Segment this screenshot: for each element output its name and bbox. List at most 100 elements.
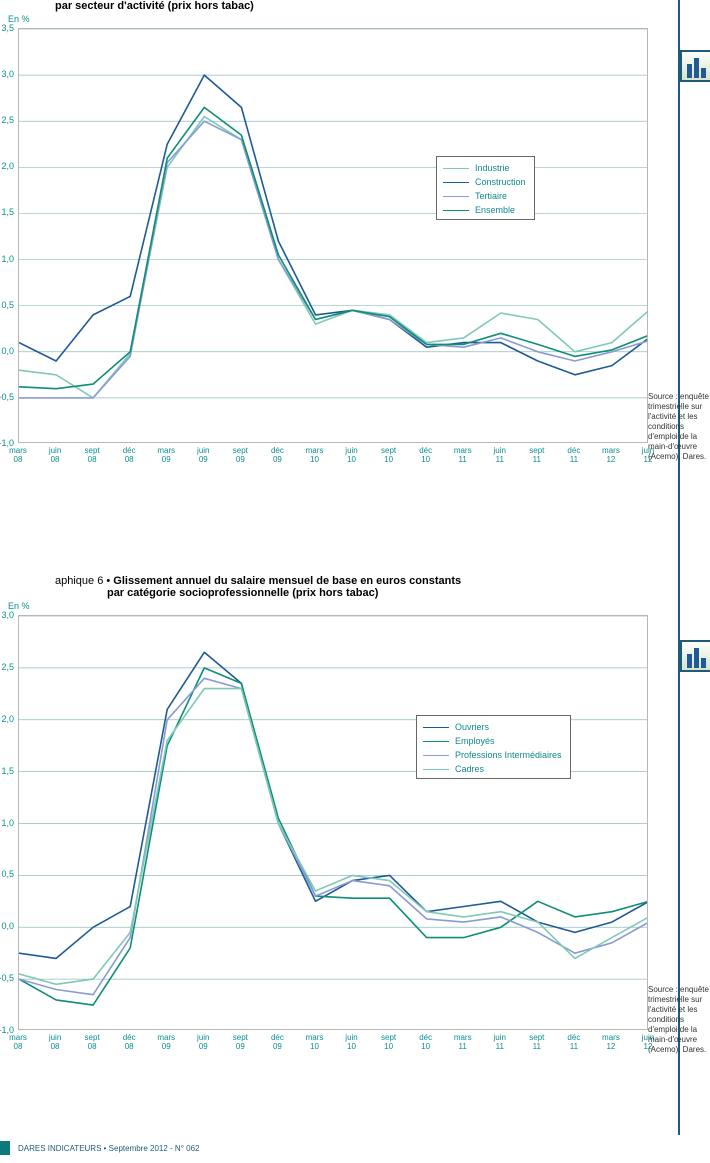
x-tick-label: juin09 [197, 447, 209, 465]
x-tick-label: déc09 [271, 447, 284, 465]
page: { "rule_color": "#1f5a7a", "chart5": { "… [0, 0, 710, 1163]
legend-label: Construction [475, 177, 526, 187]
x-tick-label: sept08 [85, 447, 100, 465]
legend-swatch [443, 196, 469, 197]
legend-swatch [423, 741, 449, 742]
chart5-source: Source : enquête trimestrielle sur l'act… [648, 392, 710, 462]
y-tick-label: 2,5 [1, 115, 14, 125]
y-tick-label: 3,0 [1, 69, 14, 79]
legend-item: Professions Intermédiaires [423, 748, 562, 762]
series-line [19, 107, 648, 388]
legend-item: Ensemble [443, 203, 526, 217]
y-tick-label: 1,0 [1, 818, 14, 828]
chart6-title: aphique 6 • Glissement annuel du salaire… [55, 575, 648, 599]
series-line [19, 652, 648, 958]
y-tick-label: 0,0 [1, 921, 14, 931]
y-tick-label: 0,5 [1, 300, 14, 310]
legend-label: Professions Intermédiaires [455, 750, 562, 760]
chart5-subtitle-text: par secteur d'activité (prix hors tabac) [55, 0, 254, 12]
x-tick-label: sept10 [381, 447, 396, 465]
legend-item: Tertiaire [443, 189, 526, 203]
chart-icon [680, 640, 710, 672]
x-tick-label: déc08 [123, 1034, 136, 1052]
chart5-title: par secteur d'activité (prix hors tabac) [55, 0, 648, 12]
x-tick-label: mars12 [602, 447, 620, 465]
x-tick-label: déc09 [271, 1034, 284, 1052]
x-tick-label: juin09 [197, 1034, 209, 1052]
x-tick-label: déc10 [419, 447, 432, 465]
legend-swatch [443, 182, 469, 183]
chart6-title-prefix: aphique 6 • [55, 575, 110, 587]
chart6-title-sub: par catégorie socioprofessionnelle (prix… [107, 587, 378, 599]
x-tick-label: déc11 [567, 447, 580, 465]
x-tick-label: mars09 [157, 1034, 175, 1052]
y-tick-label: 1,5 [1, 766, 14, 776]
legend: Ouvriers Employés Professions Intermédiair… [416, 715, 571, 779]
y-tick-label: 0,5 [1, 869, 14, 879]
x-tick-label: sept09 [233, 1034, 248, 1052]
legend-swatch [423, 769, 449, 770]
chart6-yunit: En % [8, 601, 648, 611]
page-footer: DARES INDICATEURS • Septembre 2012 - N° … [0, 1141, 710, 1155]
x-tick-label: sept10 [381, 1034, 396, 1052]
y-tick-label: -0,5 [0, 973, 14, 983]
legend-label: Tertiaire [475, 191, 507, 201]
legend-item: Employés [423, 734, 562, 748]
y-tick-label: 1,0 [1, 254, 14, 264]
legend-label: Ouvriers [455, 722, 489, 732]
footer-text: DARES INDICATEURS • Septembre 2012 - N° … [18, 1144, 199, 1153]
x-tick-label: mars10 [306, 1034, 324, 1052]
legend: Industrie Construction Tertiaire Ensemble [436, 156, 535, 220]
y-tick-label: 2,5 [1, 662, 14, 672]
x-tick-label: mars10 [306, 447, 324, 465]
x-tick-label: mars12 [602, 1034, 620, 1052]
x-tick-label: déc10 [419, 1034, 432, 1052]
legend-swatch [423, 755, 449, 756]
legend-item: Construction [443, 175, 526, 189]
y-tick-label: 3,0 [1, 610, 14, 620]
legend-label: Ensemble [475, 205, 515, 215]
y-tick-label: 1,5 [1, 207, 14, 217]
chart-icon [680, 50, 710, 82]
chart6-title-main: Glissement annuel du salaire mensuel de … [113, 575, 461, 587]
x-tick-label: juin11 [494, 447, 506, 465]
x-tick-label: sept11 [529, 1034, 544, 1052]
x-tick-label: juin11 [494, 1034, 506, 1052]
chart5-yunit: En % [8, 14, 648, 24]
chart6-source: Source : enquête trimestrielle sur l'act… [648, 985, 710, 1055]
y-tick-label: 2,0 [1, 161, 14, 171]
y-tick-label: 2,0 [1, 714, 14, 724]
x-tick-label: sept08 [85, 1034, 100, 1052]
x-tick-label: juin10 [345, 447, 357, 465]
x-tick-label: sept11 [529, 447, 544, 465]
x-tick-label: mars08 [9, 1034, 27, 1052]
x-tick-label: mars08 [9, 447, 27, 465]
legend-swatch [443, 210, 469, 211]
legend-item: Industrie [443, 161, 526, 175]
x-tick-label: mars11 [454, 1034, 472, 1052]
y-tick-label: 0,0 [1, 346, 14, 356]
x-tick-label: déc08 [123, 447, 136, 465]
x-tick-label: juin08 [49, 1034, 61, 1052]
chart5-plot: -1,0-0,50,00,51,01,52,02,53,03,5mars08ju… [18, 28, 648, 443]
legend-item: Ouvriers [423, 720, 562, 734]
x-tick-label: mars11 [454, 447, 472, 465]
y-tick-label: -0,5 [0, 392, 14, 402]
x-tick-label: juin10 [345, 1034, 357, 1052]
x-tick-label: déc11 [567, 1034, 580, 1052]
series-line [19, 75, 648, 375]
legend-item: Cadres [423, 762, 562, 776]
legend-label: Cadres [455, 764, 484, 774]
vertical-rule [678, 0, 680, 1135]
legend-label: Employés [455, 736, 495, 746]
legend-swatch [423, 727, 449, 728]
x-tick-label: sept09 [233, 447, 248, 465]
chart6-block: aphique 6 • Glissement annuel du salaire… [0, 575, 648, 1030]
y-tick-label: 3,5 [1, 23, 14, 33]
x-tick-label: mars09 [157, 447, 175, 465]
chart6-plot: -1,0-0,50,00,51,01,52,02,53,0mars08juin0… [18, 615, 648, 1030]
footer-marker [0, 1141, 10, 1155]
legend-swatch [443, 168, 469, 169]
legend-label: Industrie [475, 163, 510, 173]
x-tick-label: juin08 [49, 447, 61, 465]
